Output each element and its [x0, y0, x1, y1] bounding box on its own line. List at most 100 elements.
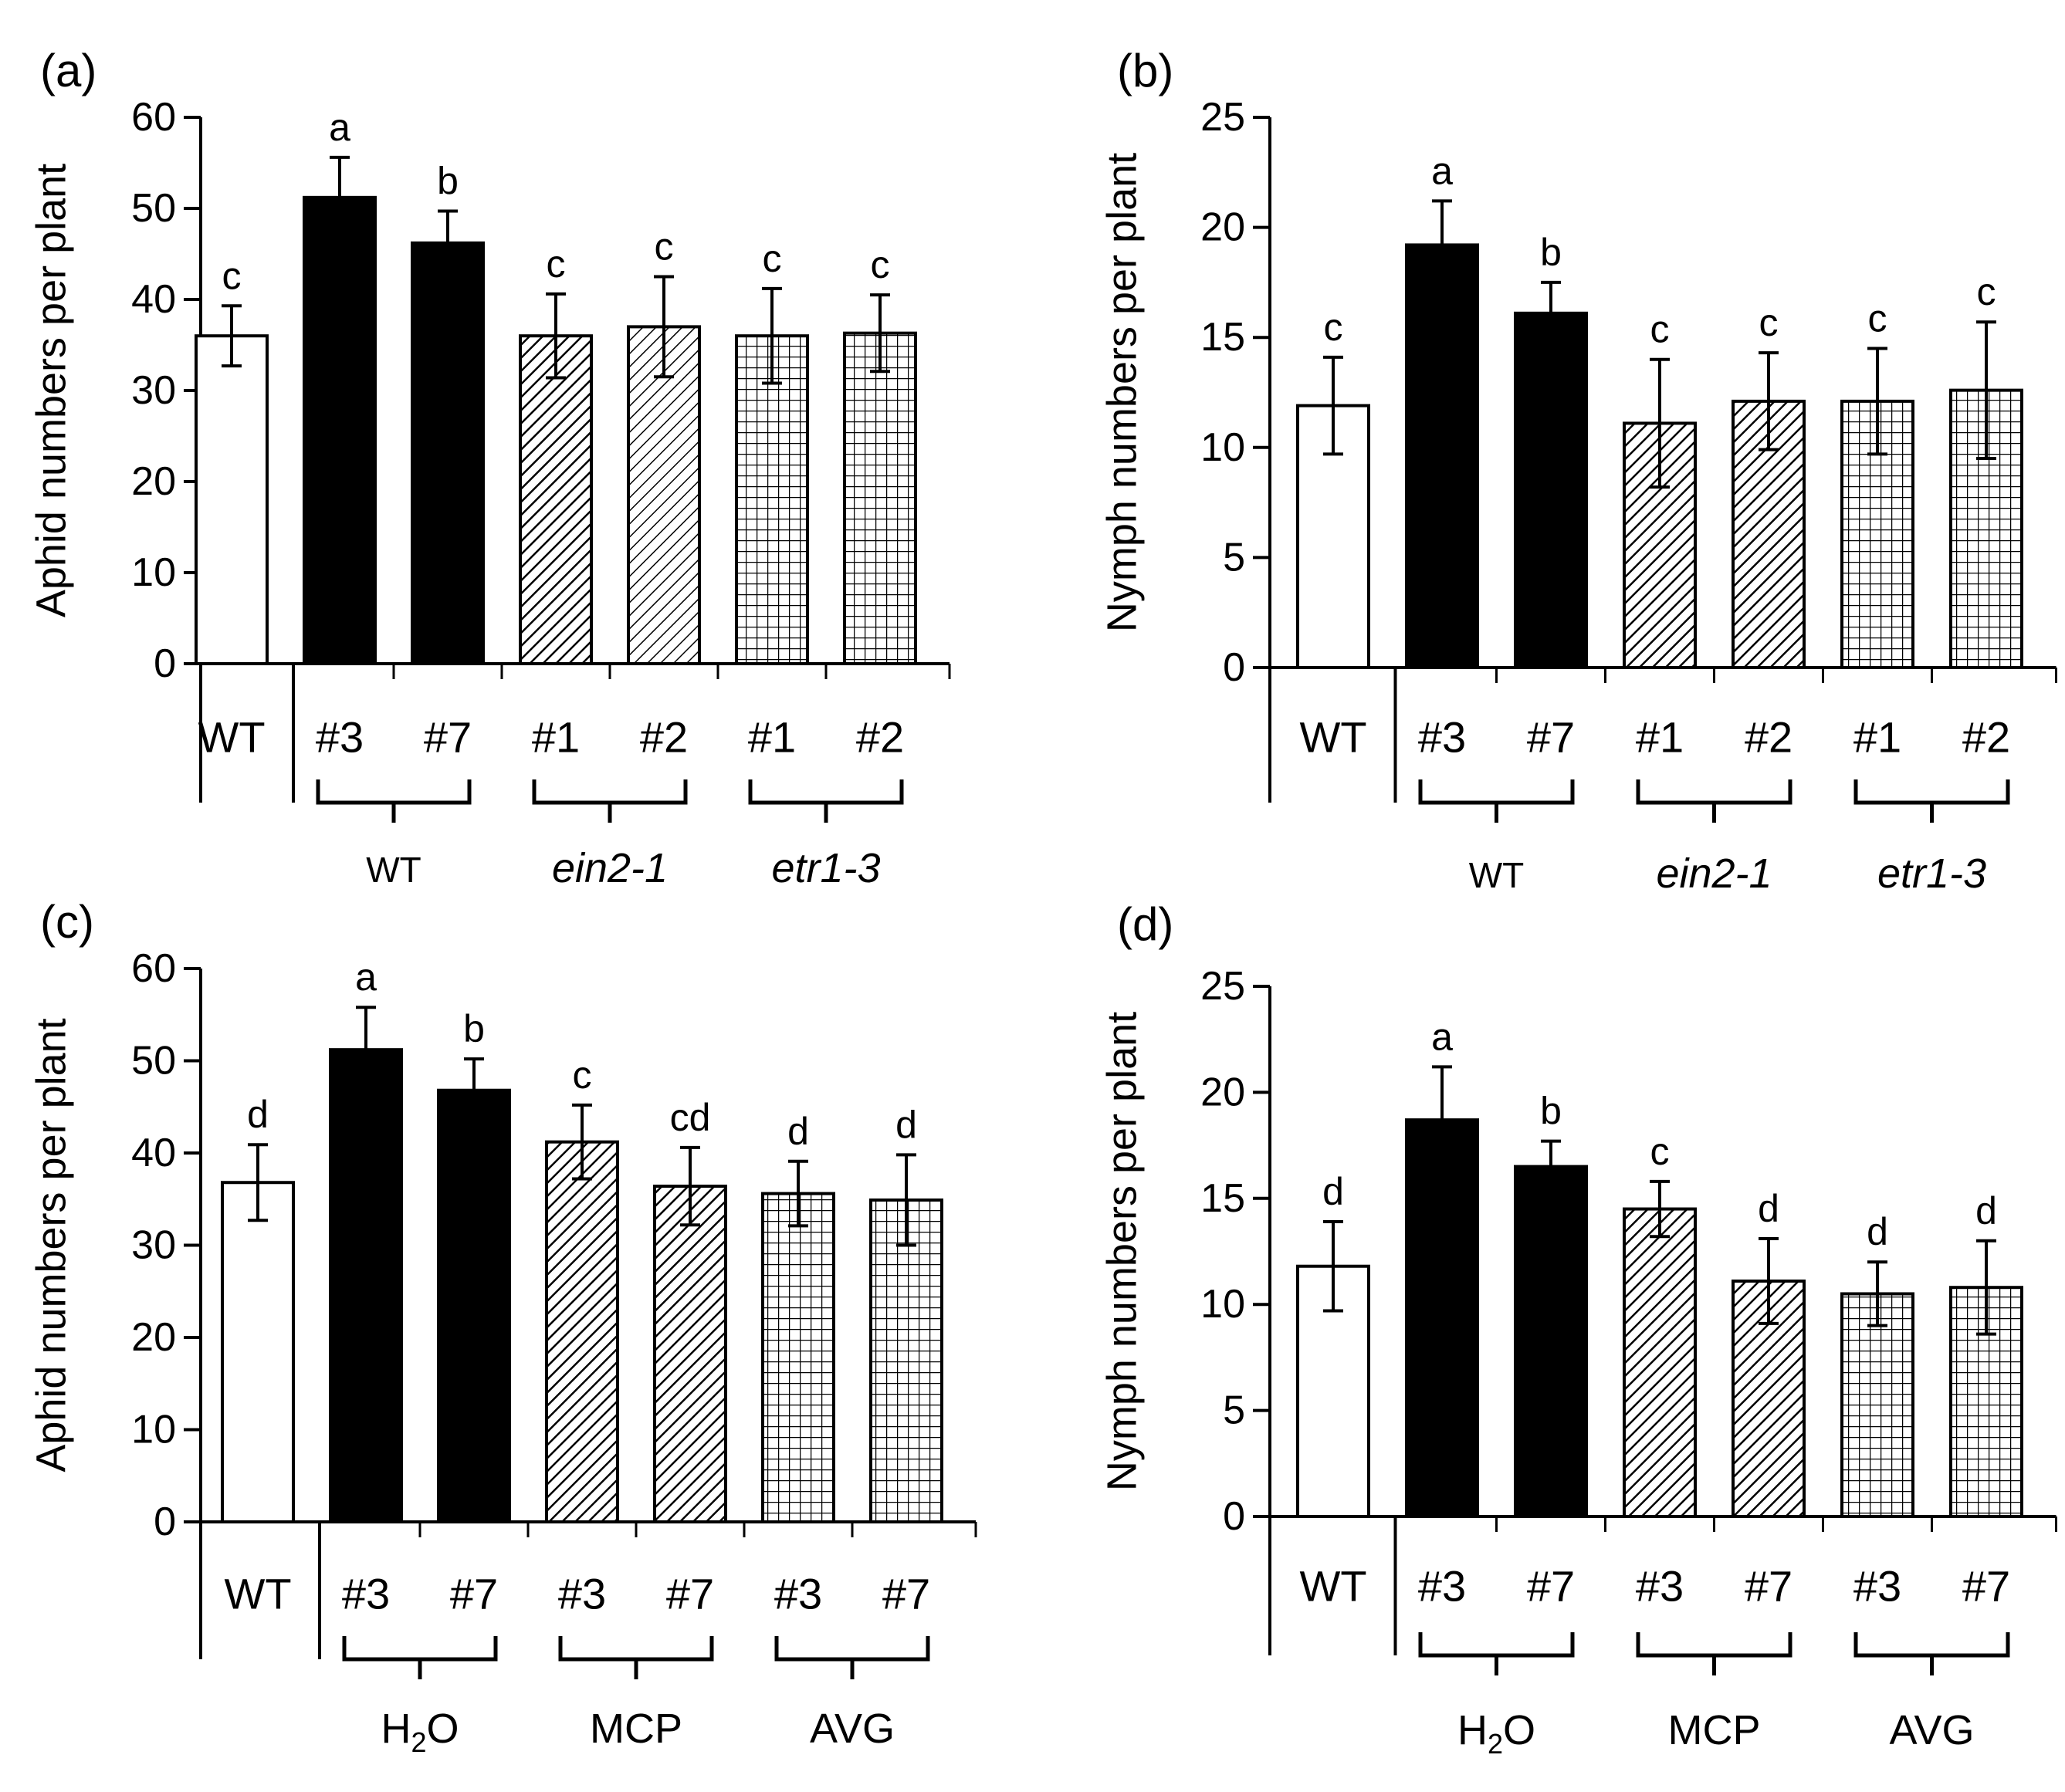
bar [1623, 1207, 1697, 1519]
group-label: H2O [381, 1706, 459, 1758]
group-label: WT [366, 850, 421, 890]
category-label: WT [198, 713, 265, 762]
group-bracket [1418, 779, 1575, 823]
group-label: etr1-3 [771, 845, 880, 891]
group-bracket [1853, 1632, 2010, 1675]
category-label: #3 [1853, 1562, 1901, 1611]
y-tick-label: 60 [131, 946, 176, 991]
y-tick-label: 20 [1200, 1070, 1245, 1114]
panel-label: (a) [40, 45, 96, 96]
significance-letter: c [871, 243, 890, 286]
significance-letter: d [895, 1103, 917, 1146]
y-tick-label: 20 [131, 1315, 176, 1360]
y-tick-label: 25 [1200, 964, 1245, 1009]
significance-letter: d [1758, 1187, 1779, 1230]
group-label: etr1-3 [1877, 850, 1986, 897]
panel-label: (b) [1117, 45, 1173, 96]
bar [761, 1192, 835, 1523]
significance-letter: c [573, 1053, 592, 1097]
group-bracket [532, 779, 688, 823]
panel-d: (d) Nymph numbers per plant 0 5 10 15 20 25 d WT a… [1099, 898, 2057, 1760]
y-tick-label: 40 [131, 277, 176, 322]
category-label: #2 [1962, 713, 2010, 762]
bar [195, 334, 269, 665]
category-label: #3 [558, 1570, 606, 1618]
bar [627, 325, 701, 665]
group-bracket [1636, 1632, 1792, 1675]
significance-letter: b [1540, 231, 1562, 274]
y-axis-title: Nymph numbers per plant [1099, 1012, 1145, 1491]
y-tick-label: 20 [131, 459, 176, 504]
bar [437, 1088, 511, 1523]
significance-letter: a [1431, 149, 1453, 192]
category-label: #2 [640, 713, 688, 762]
bar [1949, 1286, 2023, 1518]
group-bracket [558, 1636, 714, 1679]
group-bracket [342, 1636, 498, 1679]
y-tick-label: 10 [131, 1408, 176, 1452]
significance-letter: d [787, 1110, 809, 1153]
panel-label: (c) [40, 896, 94, 948]
y-tick-label: 10 [131, 550, 176, 595]
significance-letter: c [763, 237, 782, 280]
significance-letter: b [463, 1007, 485, 1050]
significance-letter: d [1975, 1189, 1997, 1232]
bar [869, 1198, 943, 1523]
y-tick-label: 0 [154, 1500, 176, 1544]
category-label: #7 [424, 713, 472, 762]
group-label: ein2-1 [552, 845, 668, 891]
category-label: #7 [666, 1570, 714, 1618]
category-label: WT [1299, 713, 1366, 762]
bar [329, 1048, 403, 1524]
significance-letter: b [1540, 1090, 1562, 1133]
significance-letter: b [437, 160, 459, 203]
category-label: #2 [856, 713, 904, 762]
y-tick-label: 0 [154, 641, 176, 686]
y-tick-label: 30 [131, 1223, 176, 1268]
category-label: #1 [1853, 713, 1901, 762]
panel-a: (a) Aphid numbers per plant 0 10 20 30 40 50 60 c… [28, 45, 951, 891]
category-label: #3 [1418, 713, 1466, 762]
category-label: #7 [1745, 1562, 1792, 1611]
group-bracket [1853, 779, 2010, 823]
y-tick-label: 0 [1223, 645, 1245, 690]
y-tick-label: 40 [131, 1131, 176, 1175]
y-axis-title: Nymph numbers per plant [1099, 153, 1145, 632]
y-tick-label: 50 [131, 186, 176, 231]
bar [1514, 311, 1588, 669]
bar [1405, 1118, 1479, 1518]
category-label: #3 [342, 1570, 390, 1618]
category-label: WT [1299, 1562, 1366, 1611]
y-tick-label: 25 [1200, 95, 1245, 140]
group-label: WT [1469, 855, 1525, 895]
significance-letter: c [222, 254, 242, 297]
y-axis-title: Aphid numbers per plant [28, 164, 74, 617]
bar [653, 1185, 727, 1524]
bar [1840, 1292, 1914, 1518]
category-label: #3 [774, 1570, 822, 1618]
significance-letter: d [1322, 1170, 1344, 1213]
bar [843, 331, 917, 665]
y-tick-label: 15 [1200, 315, 1245, 360]
category-label: #7 [1527, 713, 1575, 762]
significance-letter: d [247, 1093, 269, 1136]
y-tick-label: 50 [131, 1039, 176, 1084]
significance-letter: d [1867, 1210, 1888, 1253]
group-bracket [774, 1636, 930, 1679]
group-label: MCP [1668, 1707, 1761, 1753]
category-label: #2 [1745, 713, 1792, 762]
group-label: AVG [810, 1706, 895, 1752]
y-tick-label: 0 [1223, 1494, 1245, 1539]
y-tick-label: 20 [1200, 205, 1245, 250]
category-label: #7 [450, 1570, 498, 1618]
y-axis-title: Aphid numbers per plant [28, 1018, 74, 1472]
panel-label: (d) [1117, 898, 1173, 950]
category-label: #3 [1636, 1562, 1684, 1611]
panel-b: (b) Nymph numbers per plant 0 5 10 15 20 25 c WT a… [1099, 45, 2057, 897]
bar [221, 1181, 295, 1523]
category-label: #7 [1527, 1562, 1575, 1611]
group-label: AVG [1889, 1707, 1974, 1753]
significance-letter: cd [670, 1096, 711, 1139]
group-bracket [748, 779, 904, 823]
